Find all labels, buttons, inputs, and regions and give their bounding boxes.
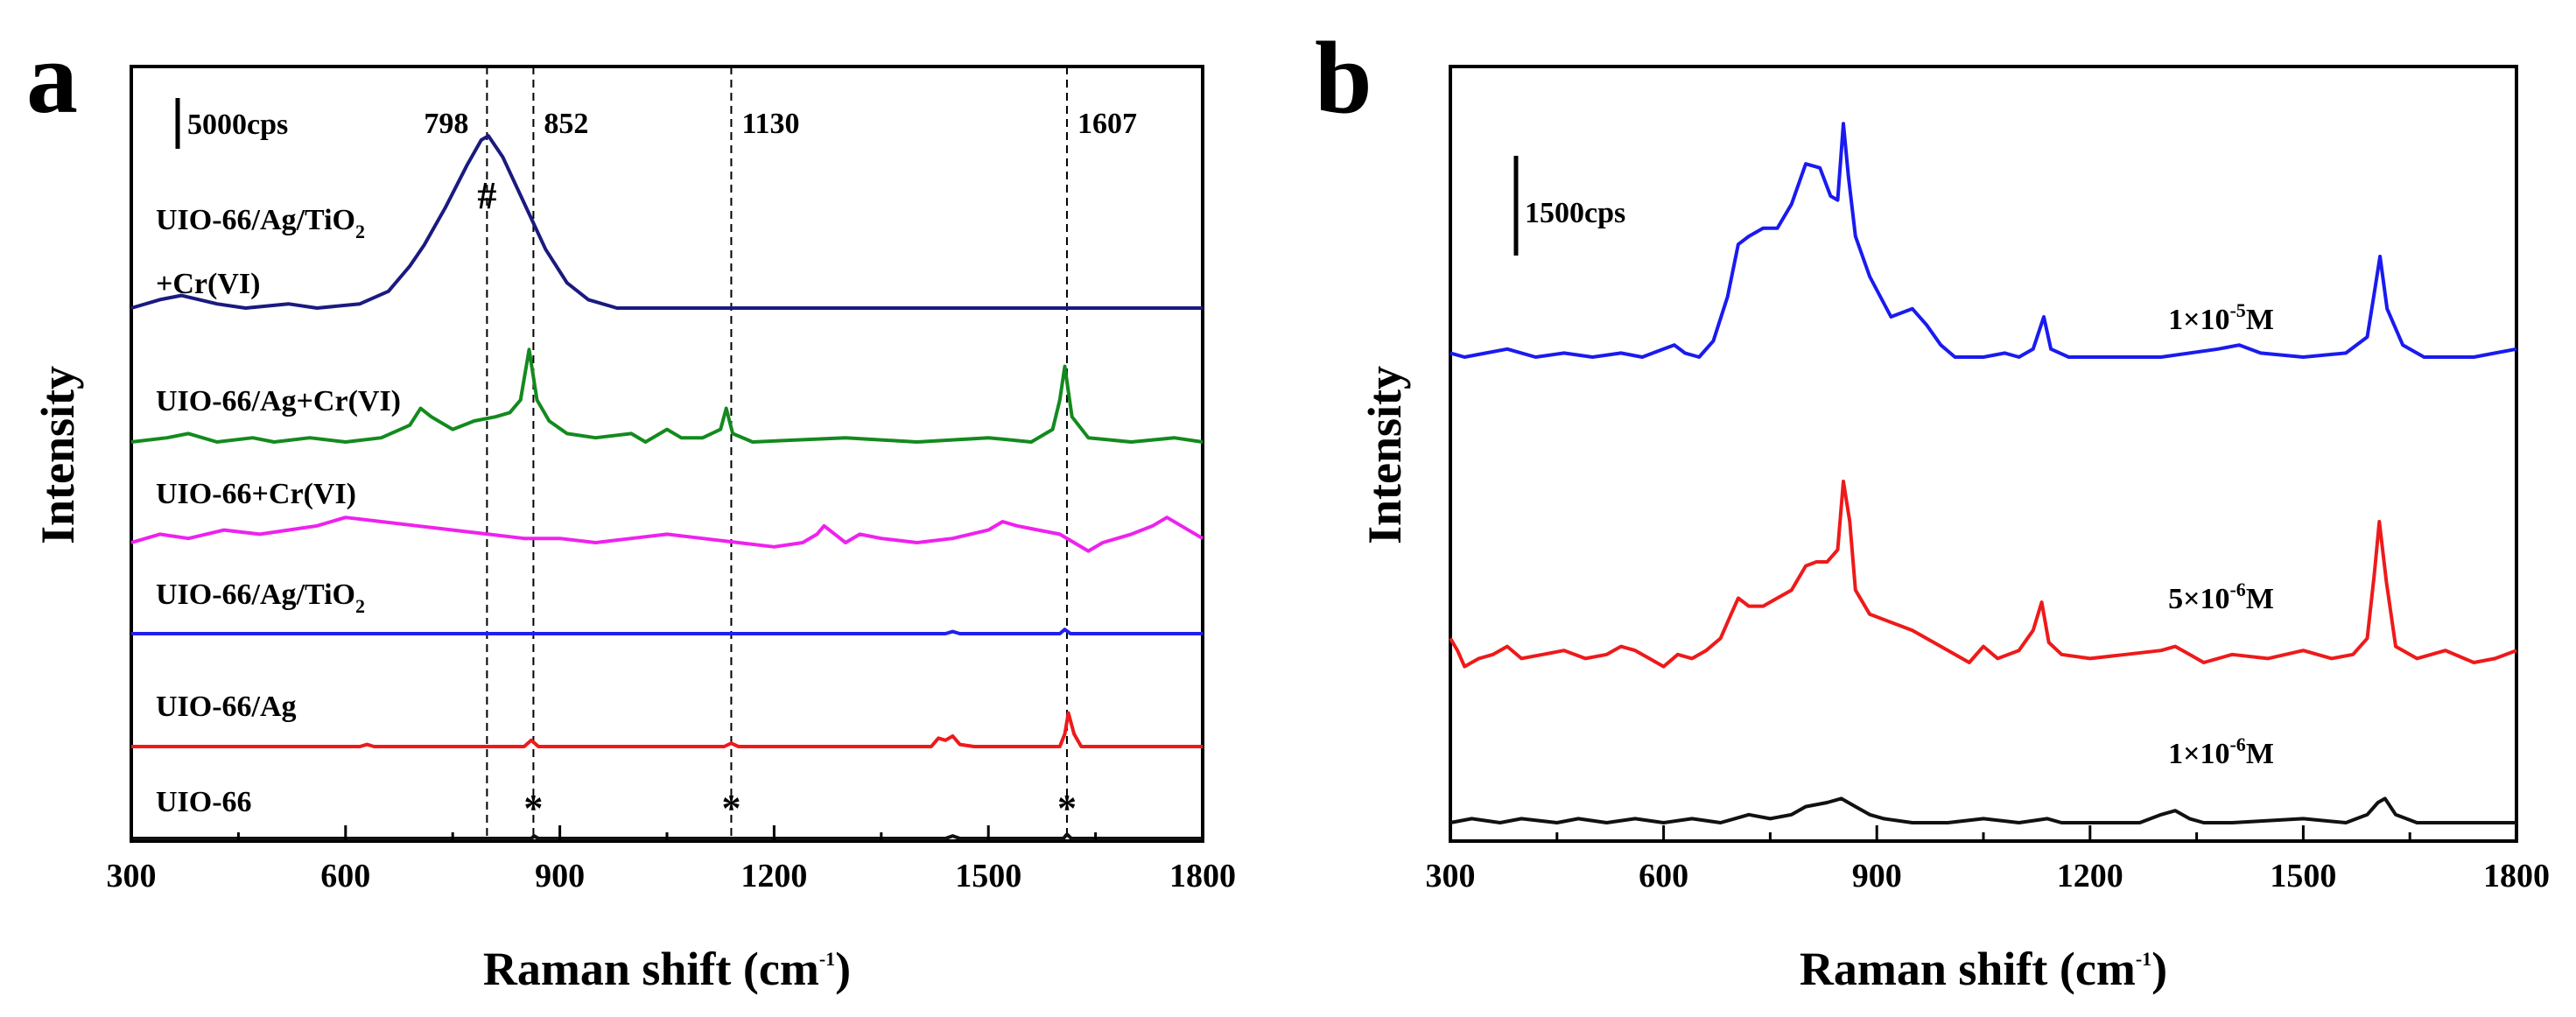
panel-b-frame <box>1449 65 2518 843</box>
panel-b-x-axis: 300 600 900 1200 1500 1800 <box>1426 825 2550 894</box>
panel-a-series-label-uio-66: UIO-66 <box>156 786 252 818</box>
panel-a-scale-bar: 5000cps <box>175 98 288 149</box>
panel-a-x-tick-label-300: 300 <box>107 858 157 894</box>
panel-a-peak-marker-0: # <box>477 174 496 217</box>
panel-a-series-line-uio-66-ag-cr-vi <box>130 347 1204 444</box>
panel-a-reference-lines: 798 852 1130 1607 # * * * <box>424 67 1137 841</box>
panel-b-series-line-1-10-6m <box>1449 796 2516 824</box>
panel-a-x-tick-label-1200: 1200 <box>741 858 807 894</box>
panel-a-x-axis: 300 600 900 1200 1500 1800 <box>107 825 1236 894</box>
panel-b-x-axis-title: Raman shift (cm-1) <box>1800 943 2167 995</box>
panel-b-series-label-1-10-5m: 1×10-5M <box>2168 299 2274 336</box>
panel-a-series-line-uio-66-cr-vi <box>130 516 1204 553</box>
panel-b-series-line-1-10-5m <box>1449 122 2517 359</box>
panel-a-series-line-uio-66-ag-tio2 <box>131 628 1203 635</box>
panel-b-x-tick-label-1800: 1800 <box>2483 858 2550 894</box>
panel-b-series-line-5-10-6m <box>1449 480 2517 669</box>
panel-a-reference-label-798: 798 <box>424 108 468 140</box>
panel-a-scale-bar-label: 5000cps <box>187 109 288 141</box>
panel-b-x-tick-label-1200: 1200 <box>2057 858 2123 894</box>
panel-a: a 798 852 1130 1607 # * * * UIO-66/Ag/TiO2 +Cr(V… <box>26 20 1236 995</box>
panel-b: b 1×10-5M 5×10-6M 1×10-6M 300 600 900 1200 150… <box>1315 20 2550 995</box>
panel-a-x-tick-label-900: 900 <box>535 858 585 894</box>
panel-b-x-tick-label-900: 900 <box>1852 858 1902 894</box>
panel-a-series-label-uio-66-ag-tio2-cr-vi: UIO-66/Ag/TiO2 <box>156 204 365 242</box>
panel-a-series-line-uio-66 <box>131 832 1203 840</box>
panel-a-series-label-line2: +Cr(VI) <box>156 268 260 300</box>
panel-a-peak-marker-3: * <box>1057 787 1077 830</box>
panel-a-reference-label-1130: 1130 <box>741 108 799 140</box>
panel-a-reference-label-852: 852 <box>544 108 588 140</box>
panel-a-series-line-uio-66-ag-tio2-cr-vi <box>130 134 1203 310</box>
panel-b-series: 1×10-5M 5×10-6M 1×10-6M <box>1449 122 2517 824</box>
panel-a-series-label-uio-66-ag-tio2: UIO-66/Ag/TiO2 <box>156 579 365 617</box>
panel-a-series-label-uio-66-ag: UIO-66/Ag <box>156 691 297 723</box>
panel-a-series-label-uio-66-cr-vi: UIO-66+Cr(VI) <box>156 478 356 510</box>
panel-a-y-axis-title: Intensity <box>32 366 84 544</box>
panel-b-scale-bar-label: 1500cps <box>1525 197 1625 229</box>
panel-b-series-label-5-10-6m: 5×10-6M <box>2168 579 2274 615</box>
panel-a-series: UIO-66/Ag/TiO2 +Cr(VI) UIO-66/Ag+Cr(VI) UIO… <box>130 134 1204 840</box>
panel-b-series-label-1-10-6m: 1×10-6M <box>2168 733 2274 770</box>
panel-a-series-line-uio-66-ag <box>131 711 1203 748</box>
panel-b-x-tick-label-1500: 1500 <box>2270 858 2336 894</box>
panel-a-peak-marker-2: * <box>721 787 741 830</box>
panel-a-label: a <box>26 20 78 135</box>
panel-a-x-tick-label-1800: 1800 <box>1169 858 1236 894</box>
panel-a-x-tick-label-1500: 1500 <box>955 858 1021 894</box>
panel-a-frame <box>130 65 1204 843</box>
panel-a-x-tick-label-600: 600 <box>320 858 370 894</box>
panel-b-x-tick-label-600: 600 <box>1639 858 1688 894</box>
panel-a-x-axis-title: Raman shift (cm-1) <box>483 943 851 995</box>
panel-b-y-axis-title: Intensity <box>1358 366 1411 544</box>
panel-b-label: b <box>1315 20 1372 135</box>
panel-a-peak-marker-1: * <box>523 787 543 830</box>
panel-a-reference-label-1607: 1607 <box>1077 108 1137 140</box>
panel-b-x-tick-label-300: 300 <box>1426 858 1476 894</box>
panel-b-scale-bar: 1500cps <box>1513 156 1625 256</box>
panel-a-series-label-uio-66-ag-cr-vi: UIO-66/Ag+Cr(VI) <box>156 385 401 417</box>
